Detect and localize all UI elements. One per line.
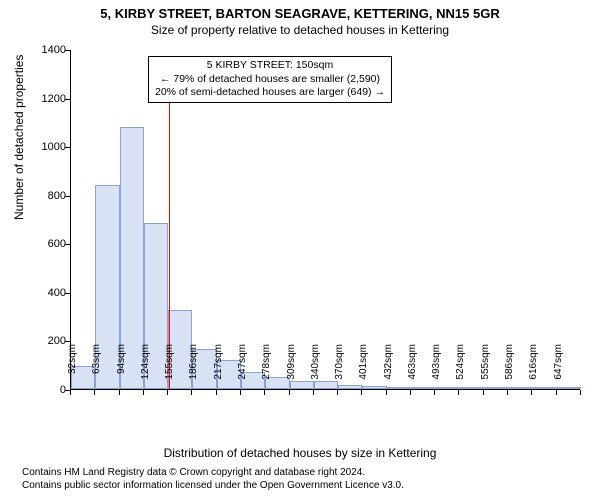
y-axis-label: Number of detached properties	[12, 55, 26, 220]
y-tick-label: 800	[26, 190, 66, 202]
x-tick-label: 340sqm	[310, 344, 321, 394]
footer-line-2: Contains public sector information licen…	[22, 479, 404, 492]
annotation-line-1: 5 KIRBY STREET: 150sqm	[155, 59, 385, 73]
y-tick-mark	[65, 341, 70, 342]
x-tick-label: 155sqm	[164, 344, 175, 394]
y-tick-label: 1000	[26, 141, 66, 153]
x-axis-label: Distribution of detached houses by size …	[0, 446, 600, 460]
x-tick-label: 124sqm	[140, 344, 151, 394]
x-tick-label: 63sqm	[91, 344, 102, 394]
y-tick-label: 1400	[26, 44, 66, 56]
x-tick-label: 186sqm	[188, 344, 199, 394]
y-tick-label: 1200	[26, 93, 66, 105]
x-tick-label: 309sqm	[286, 344, 297, 394]
chart-container: 5, KIRBY STREET, BARTON SEAGRAVE, KETTER…	[0, 0, 600, 500]
y-tick-mark	[65, 244, 70, 245]
annotation-line-3: 20% of semi-detached houses are larger (…	[155, 86, 385, 100]
x-tick-label: 401sqm	[358, 344, 369, 394]
x-tick-label: 555sqm	[480, 344, 491, 394]
annotation-line-2: ← 79% of detached houses are smaller (2,…	[155, 73, 385, 87]
chart-title: 5, KIRBY STREET, BARTON SEAGRAVE, KETTER…	[0, 0, 600, 21]
x-tick-label: 463sqm	[407, 344, 418, 394]
x-tick-label: 586sqm	[504, 344, 515, 394]
x-tick-label: 524sqm	[455, 344, 466, 394]
x-tick-label: 616sqm	[528, 344, 539, 394]
x-tick-label: 94sqm	[116, 344, 127, 394]
x-tick-label: 247sqm	[237, 344, 248, 394]
y-tick-mark	[65, 147, 70, 148]
y-tick-mark	[65, 50, 70, 51]
y-tick-label: 0	[26, 384, 66, 396]
y-tick-mark	[65, 99, 70, 100]
chart-area: 5 KIRBY STREET: 150sqm ← 79% of detached…	[70, 50, 580, 390]
x-tick-label: 217sqm	[213, 344, 224, 394]
x-tick-label: 493sqm	[431, 344, 442, 394]
x-tick-label: 432sqm	[383, 344, 394, 394]
y-tick-mark	[65, 196, 70, 197]
chart-subtitle: Size of property relative to detached ho…	[0, 21, 600, 37]
x-tick-label: 32sqm	[67, 344, 78, 394]
x-tick-label: 370sqm	[334, 344, 345, 394]
footer-line-1: Contains HM Land Registry data © Crown c…	[22, 466, 404, 479]
footer: Contains HM Land Registry data © Crown c…	[22, 466, 404, 492]
x-tick-label: 647sqm	[553, 344, 564, 394]
y-tick-label: 600	[26, 238, 66, 250]
y-tick-mark	[65, 293, 70, 294]
x-tick-label: 278sqm	[261, 344, 272, 394]
annotation-box: 5 KIRBY STREET: 150sqm ← 79% of detached…	[148, 56, 392, 103]
x-tick-mark	[580, 390, 581, 395]
y-tick-label: 200	[26, 335, 66, 347]
y-tick-label: 400	[26, 287, 66, 299]
